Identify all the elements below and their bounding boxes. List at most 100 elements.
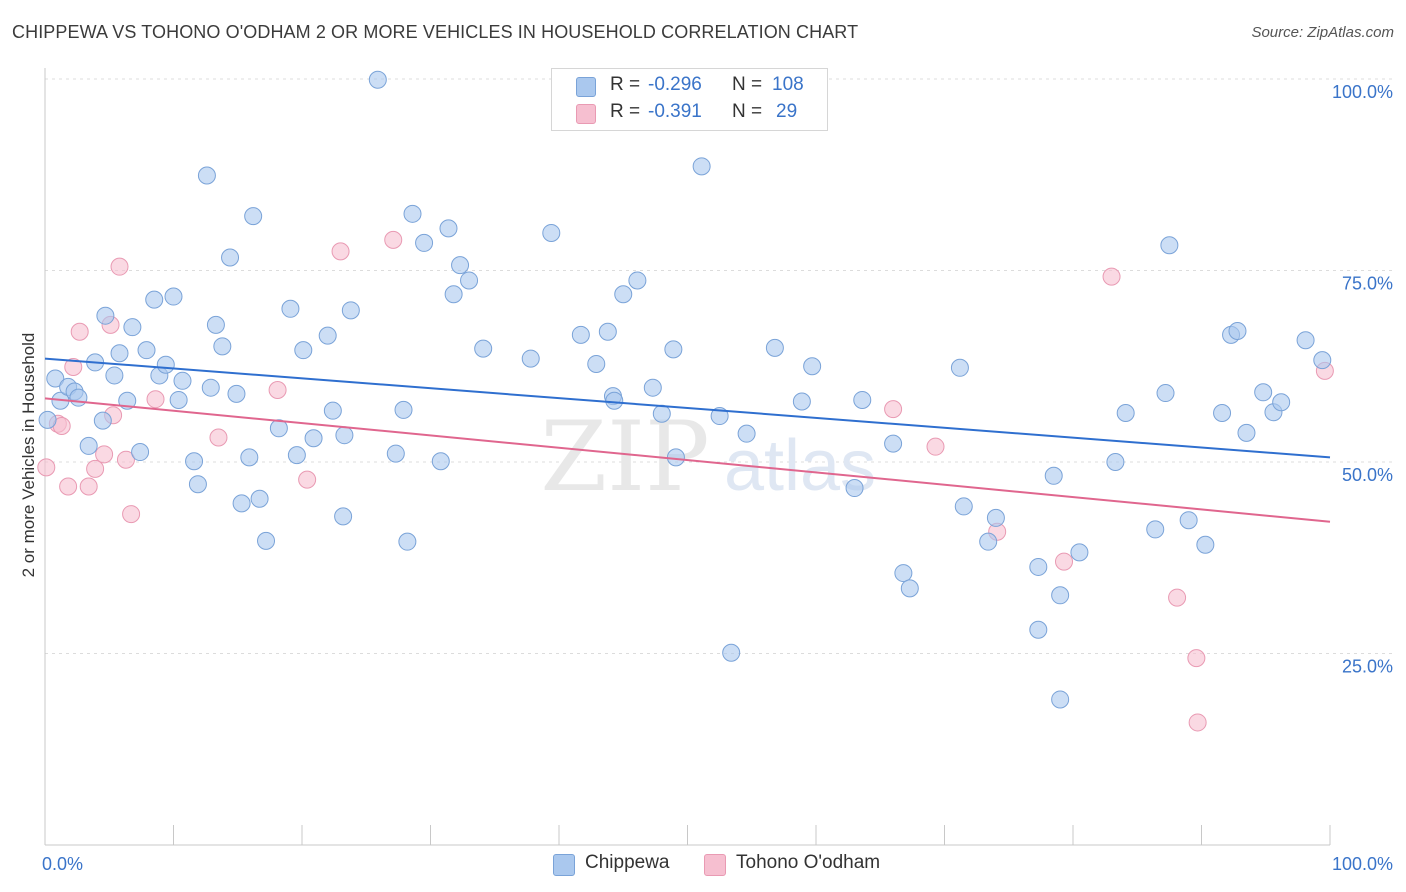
trend-lines — [44, 357, 1331, 523]
chippewa-point — [156, 355, 175, 374]
chippewa-point — [1146, 520, 1165, 539]
chippewa-point — [1213, 403, 1232, 422]
chippewa-point — [900, 579, 919, 598]
chippewa-point — [304, 429, 323, 448]
legend-r-label: R = — [610, 74, 641, 95]
tohono-point — [209, 428, 228, 447]
x-tick-label: 0.0% — [42, 854, 83, 874]
tohono-point — [298, 470, 317, 489]
y-tick-label: 100.0% — [1332, 82, 1393, 102]
chippewa-point — [38, 410, 57, 429]
y-axis-label: 2 or more Vehicles in Household — [19, 332, 38, 578]
tohono-point — [86, 459, 105, 478]
chippewa-point — [521, 349, 540, 368]
chippewa-trend-line — [44, 357, 1331, 459]
chippewa-point — [1051, 690, 1070, 709]
chippewa-point — [227, 384, 246, 403]
tohono-point — [122, 505, 141, 524]
chippewa-point — [1196, 535, 1215, 554]
chippewa-point — [1044, 466, 1063, 485]
chippewa-point — [213, 337, 232, 356]
chippewa-point — [474, 339, 493, 358]
chippewa-point — [415, 233, 434, 252]
legend-n-value: 29 — [776, 101, 798, 122]
y-tick-label: 50.0% — [1342, 465, 1393, 485]
series-chippewa-points — [38, 70, 1332, 709]
chippewa-point — [269, 419, 288, 438]
chippewa-point — [643, 378, 662, 397]
chippewa-point — [1106, 453, 1125, 471]
tohono-point — [268, 380, 287, 399]
chippewa-point — [444, 285, 463, 304]
tohono-point — [59, 477, 78, 496]
legend-r-label: R = — [610, 101, 641, 122]
tohono-point — [70, 322, 89, 341]
tohono-point — [79, 477, 98, 496]
chippewa-point — [1313, 351, 1332, 370]
tohono-trend-line — [44, 397, 1331, 523]
chippewa-point — [765, 338, 784, 357]
chippewa-point — [1070, 543, 1089, 562]
source-label: Source: ZipAtlas.com — [1251, 24, 1394, 41]
chippewa-swatch-icon — [576, 77, 596, 97]
tohono-point — [1168, 588, 1187, 607]
tohono-point — [64, 358, 83, 377]
chippewa-point — [792, 392, 811, 411]
chippewa-point — [605, 391, 624, 410]
chippewa-point — [722, 643, 741, 662]
chart-title: CHIPPEWA VS TOHONO O'ODHAM 2 OR MORE VEH… — [12, 22, 859, 42]
chippewa-point — [1156, 384, 1175, 403]
chippewa-point — [318, 326, 337, 345]
chippewa-point — [884, 434, 903, 453]
tohono-point — [146, 390, 165, 409]
chippewa-point — [1051, 586, 1070, 605]
legend-n-value: 108 — [772, 74, 804, 95]
chippewa-point — [79, 436, 98, 455]
chippewa-point — [398, 532, 417, 551]
chippewa-point — [1029, 620, 1048, 639]
chippewa-point — [979, 532, 998, 551]
chippewa-legend-icon — [553, 854, 575, 876]
chippewa-point — [664, 340, 683, 359]
chippewa-point — [451, 256, 470, 275]
tohono-point — [1187, 649, 1206, 668]
chippewa-point — [93, 411, 112, 430]
chippewa-point — [185, 452, 204, 471]
legend-n-label: N = — [732, 74, 763, 95]
chippewa-point — [1029, 557, 1048, 576]
chippewa-point — [287, 446, 306, 465]
y-tick-label: 25.0% — [1342, 657, 1393, 677]
tohono-point — [884, 400, 903, 419]
legend-n-label: N = — [732, 101, 763, 122]
chippewa-point — [1296, 331, 1315, 350]
chippewa-point — [571, 325, 590, 344]
tohono-point — [384, 230, 403, 249]
chippewa-point — [954, 497, 973, 516]
tohono-point — [331, 242, 350, 261]
chippewa-point — [46, 369, 65, 388]
chippewa-point — [206, 315, 225, 334]
chippewa-point — [394, 400, 413, 419]
chippewa-point — [105, 366, 124, 385]
chippewa-point — [1272, 393, 1291, 412]
chippewa-point — [123, 318, 142, 337]
chippewa-point — [737, 424, 756, 443]
chippewa-point — [145, 290, 164, 309]
legend-series-name: Tohono O'odham — [736, 852, 881, 873]
chippewa-point — [542, 223, 561, 242]
chippewa-point — [201, 378, 220, 397]
y-tick-label: 75.0% — [1342, 274, 1393, 294]
chippewa-point — [439, 219, 458, 238]
x-tick-label: 100.0% — [1332, 854, 1393, 874]
chippewa-point — [323, 401, 342, 420]
tohono-point — [110, 257, 129, 276]
chippewa-point — [240, 448, 259, 467]
tohono-point — [1102, 267, 1121, 286]
chippewa-point — [334, 507, 353, 526]
chippewa-point — [294, 341, 313, 360]
chippewa-point — [368, 70, 387, 89]
tohono-point — [37, 458, 56, 477]
tohono-point — [1188, 713, 1207, 732]
correlation-legend: R = -0.296 N = 108 R = -0.391 N = 29 — [551, 68, 828, 131]
